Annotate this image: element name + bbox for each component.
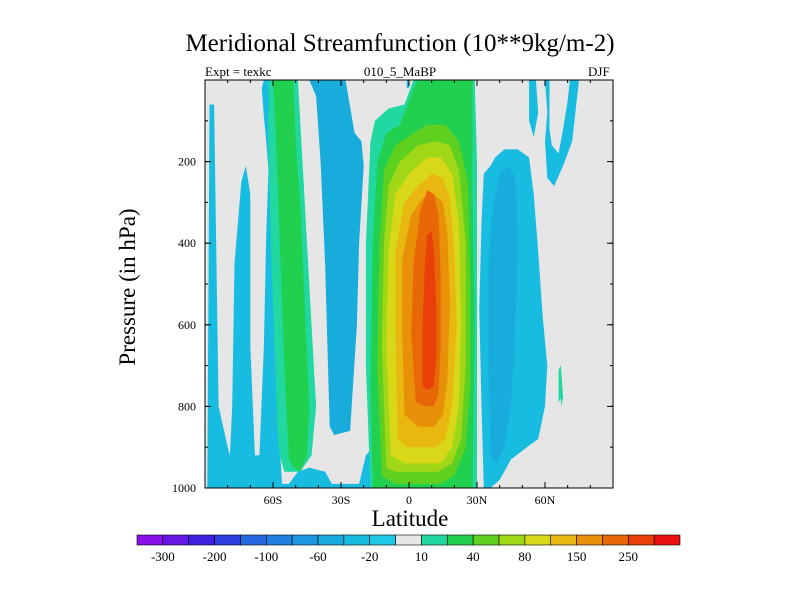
colorbar-label: 40 <box>467 549 480 564</box>
contour-neg-band-far-south <box>207 80 398 488</box>
y-tick-label: 800 <box>178 399 196 413</box>
colorbar-swatch <box>395 534 422 546</box>
colorbar-swatch <box>240 534 267 546</box>
colorbar-label: 80 <box>518 549 531 564</box>
colorbar-label: 10 <box>415 549 428 564</box>
colorbar-swatch <box>291 534 319 546</box>
colorbar-swatch <box>421 534 448 546</box>
y-tick-label: 400 <box>178 236 196 250</box>
colorbar-swatch <box>653 534 681 546</box>
colorbar-label: -20 <box>361 549 378 564</box>
x-tick-label: 0 <box>406 493 412 507</box>
y-tick-label: 1000 <box>172 481 196 495</box>
colorbar-swatch <box>472 534 500 546</box>
colorbar-swatch <box>317 534 345 546</box>
colorbar-label: -200 <box>203 549 227 564</box>
contour-pos-blob-north <box>558 365 564 407</box>
contour-neg-north-upper-2 <box>545 80 579 187</box>
colorbar-swatch <box>343 534 371 546</box>
colorbar-swatch <box>446 534 474 546</box>
colorbar-swatch <box>576 534 603 546</box>
colorbar-swatch <box>550 534 577 546</box>
colorbar-swatch <box>498 534 526 546</box>
chart-title: Meridional Streamfunction (10**9kg/m-2) <box>185 30 615 57</box>
case-label: 010_5_MaBP <box>363 64 437 79</box>
x-tick-label: 60S <box>264 493 283 507</box>
y-tick-label: 600 <box>178 318 196 332</box>
colorbar-swatch <box>136 534 164 546</box>
colorbar-label: 150 <box>567 549 587 564</box>
colorbar-swatch <box>627 534 655 546</box>
contour-neg-band-core-south <box>309 80 364 435</box>
contour-neg-sliver-equator <box>406 80 409 89</box>
contour-pos-band-south <box>273 80 310 472</box>
colorbar-swatch <box>162 534 190 546</box>
colorbar-swatch <box>602 534 629 546</box>
colorbar-swatch <box>524 534 552 546</box>
x-tick-label: 30N <box>467 493 488 507</box>
colorbar-swatch <box>188 534 215 546</box>
experiment-label: Expt = texkc <box>205 64 272 79</box>
colorbar-label: -100 <box>254 549 278 564</box>
contour-neg-north-upper <box>529 80 539 138</box>
colorbar-label: -60 <box>309 549 326 564</box>
colorbar-swatch <box>369 534 396 546</box>
y-tick-label: 200 <box>178 155 196 169</box>
contour-neg-core-north <box>488 165 518 464</box>
x-axis-label: Latitude <box>371 506 449 531</box>
x-tick-label: 60N <box>535 493 556 507</box>
colorbar-label: -300 <box>151 549 175 564</box>
colorbar-label: 250 <box>619 549 639 564</box>
contour-pos-red <box>422 231 437 391</box>
colorbar-swatch <box>214 534 241 546</box>
season-label: DJF <box>588 64 610 79</box>
colorbar-swatch <box>265 534 293 546</box>
x-tick-label: 30S <box>332 493 351 507</box>
